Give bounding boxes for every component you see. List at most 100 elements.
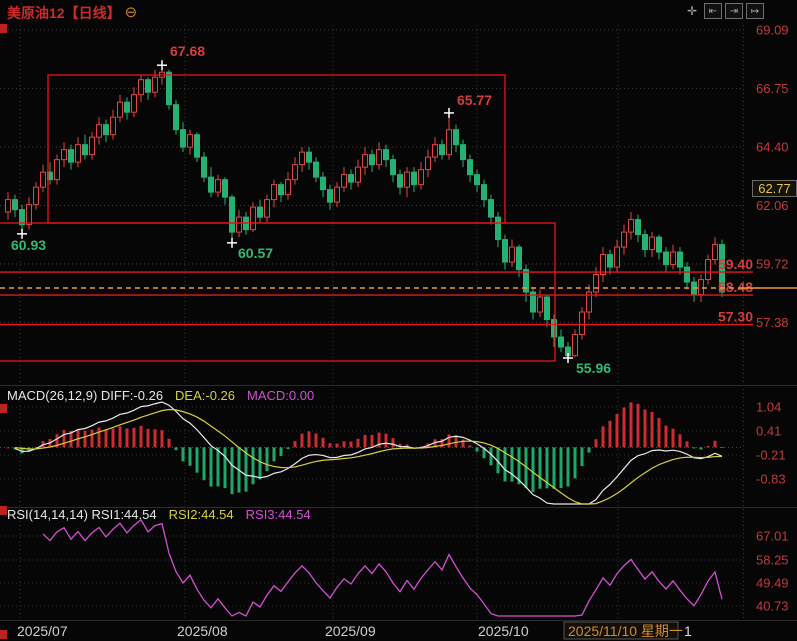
macd-axis-label: -0.83 <box>756 472 786 487</box>
macd-hist-bar <box>706 446 710 448</box>
macd-hist-bar <box>601 426 605 448</box>
macd-hist-label: MACD:0.00 <box>247 388 315 403</box>
panel-resize-handle[interactable] <box>0 630 7 639</box>
macd-diff-label: MACD(26,12,9) DIFF:-0.26 <box>7 388 164 403</box>
macd-hist-bar <box>20 447 24 454</box>
macd-hist-bar <box>391 438 395 448</box>
macd-hist-bar <box>615 413 619 448</box>
pan-icon[interactable]: ✛ <box>686 4 698 18</box>
price-axis-label: 69.09 <box>756 23 789 38</box>
macd-hist-bar <box>685 441 689 448</box>
date-axis-label: 2025/08 <box>177 623 228 639</box>
exit-icon[interactable]: ↦ <box>746 3 764 19</box>
macd-hist-bar <box>517 447 521 485</box>
macd-hist-bar <box>545 447 549 489</box>
macd-dea-label: DEA:-0.26 <box>175 388 236 403</box>
macd-axis-label: 1.04 <box>756 400 781 415</box>
drawing-rect-2[interactable] <box>0 222 556 362</box>
macd-label-row: MACD(26,12,9) DIFF:-0.26 DEA:-0.26 MACD:0.… <box>7 388 314 403</box>
macd-hist-bar <box>573 447 577 479</box>
macd-hist-bar <box>97 427 101 448</box>
macd-hist-bar <box>349 441 353 448</box>
macd-hist-bar <box>489 447 493 466</box>
macd-hist-bar <box>342 441 346 448</box>
macd-hist-bar <box>41 440 45 448</box>
rsi1-label: RSI(14,14,14) RSI1:44.54 <box>7 507 157 522</box>
macd-hist-bar <box>104 429 108 448</box>
macd-hist-bar <box>587 447 591 453</box>
macd-hist-bar <box>461 439 465 448</box>
macd-hist-bar <box>335 443 339 448</box>
macd-hist-bar <box>398 443 402 448</box>
macd-hist-bar <box>594 439 598 448</box>
current-date-label: 2025/11/10 星期一 <box>568 623 683 639</box>
candlestick-series <box>5 65 725 358</box>
panel-resize-handle[interactable] <box>0 24 7 33</box>
macd-hist-bar <box>538 447 542 489</box>
macd-hist-bar <box>146 428 150 448</box>
macd-hist-bar <box>503 447 507 482</box>
macd-hist-bar <box>13 447 17 450</box>
date-trailing-label: 1 <box>684 623 692 639</box>
macd-hist-bar <box>314 433 318 448</box>
date-axis-label: 2025/07 <box>17 623 68 639</box>
price-tag-62-77: 62.77 <box>752 180 797 197</box>
macd-hist-bar <box>251 447 255 485</box>
macd-hist-bar <box>356 438 360 448</box>
macd-hist-bar <box>433 439 437 448</box>
macd-hist-bar <box>111 428 115 448</box>
macd-hist-bar <box>132 427 136 448</box>
macd-hist-bar <box>671 428 675 448</box>
macd-hist-bar <box>272 447 276 462</box>
date-axis-label: 2025/09 <box>325 623 376 639</box>
macd-hist-bar <box>153 429 157 448</box>
macd-hist-bar <box>300 433 304 448</box>
macd-hist-bar <box>216 447 220 487</box>
macd-hist-bar <box>363 434 367 448</box>
macd-hist-bar <box>139 425 143 448</box>
macd-hist-bar <box>566 447 570 487</box>
macd-hist-bar <box>223 447 227 489</box>
macd-hist-bar <box>279 447 283 457</box>
macd-hist-bar <box>608 420 612 448</box>
macd-hist-bar <box>524 447 528 489</box>
macd-hist-bar <box>90 429 94 448</box>
panel-resize-handle[interactable] <box>0 404 7 413</box>
macd-hist-bar <box>230 447 234 495</box>
macd-hist-bar <box>321 437 325 448</box>
macd-hist-bar <box>69 430 73 448</box>
rsi2-label: RSI2:44.54 <box>168 507 234 522</box>
macd-hist-bar <box>384 433 388 448</box>
price-axis-label: 57.38 <box>756 315 789 330</box>
scale-right-axis-icon[interactable]: ⇥ <box>725 3 743 19</box>
macd-hist-bar <box>181 447 185 462</box>
macd-hist-bar <box>209 447 213 487</box>
macd-hist-bar <box>34 446 38 448</box>
scale-left-axis-icon[interactable]: ⇤ <box>704 3 722 19</box>
macd-hist-bar <box>678 434 682 448</box>
macd-hist-bar <box>244 447 248 492</box>
macd-axis-label: 0.41 <box>756 424 781 439</box>
extreme-label-67.68: 67.68 <box>170 43 205 59</box>
rsi-axis-label: 40.73 <box>756 599 789 614</box>
hline-price-label: 58.48 <box>718 279 753 295</box>
current-date-box <box>563 621 679 640</box>
macd-hist-bar <box>370 434 374 448</box>
extreme-label-60.57: 60.57 <box>238 245 273 261</box>
macd-hist-bar <box>83 430 87 448</box>
macd-hist-bar <box>167 438 171 448</box>
panel-resize-handle[interactable] <box>0 506 7 515</box>
macd-hist-bar <box>636 403 640 448</box>
macd-hist-bar <box>328 443 332 448</box>
macd-hist-bar <box>496 447 500 474</box>
title-row: 美原油12【日线】 ⊖ <box>7 3 137 23</box>
macd-hist-bar <box>713 440 717 448</box>
macd-hist-bar <box>643 409 647 448</box>
date-axis-label: 2025/10 <box>478 623 529 639</box>
extreme-label-65.77: 65.77 <box>457 92 492 108</box>
macd-hist-bar <box>27 447 31 452</box>
rsi-line <box>42 518 723 617</box>
collapse-icon[interactable]: ⊖ <box>124 4 138 21</box>
macd-hist-bar <box>286 447 290 449</box>
